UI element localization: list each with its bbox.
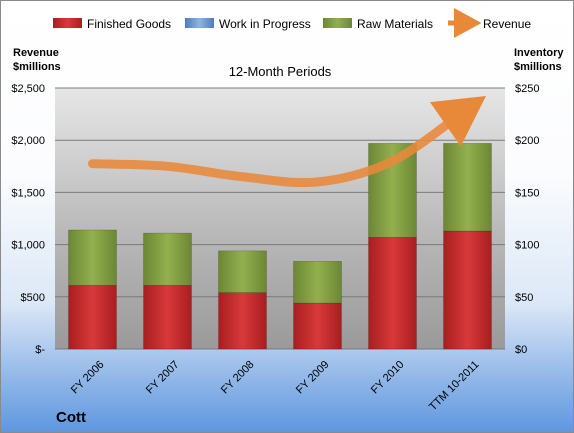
- left-tick-label: $1,500: [11, 187, 45, 199]
- right-tick-label: $50: [515, 292, 533, 304]
- right-tick-label: $150: [515, 187, 539, 199]
- bar-raw-materials: [143, 232, 192, 286]
- right-tick-label: $200: [515, 135, 539, 147]
- x-tick-label: FY 2006: [69, 359, 107, 397]
- x-tick-label: FY 2009: [294, 359, 332, 397]
- x-tick-label: FY 2008: [219, 359, 257, 397]
- x-tick-label: FY 2010: [369, 359, 407, 397]
- left-tick-label: $2,500: [11, 83, 45, 95]
- right-axis-title-line2: $millions: [514, 61, 562, 73]
- bar-finished-goods: [68, 285, 117, 350]
- x-axis-ticks: FY 2006 FY 2007 FY 2008 FY 2009 FY 2010 TTM 1…: [69, 359, 482, 414]
- left-axis-title-line2: $millions: [13, 61, 61, 73]
- right-tick-label: $0: [515, 344, 527, 356]
- company-name: Cott: [56, 409, 86, 426]
- x-tick-label: TTM 10-2011: [427, 359, 482, 414]
- bar-finished-goods: [443, 230, 492, 350]
- bar-finished-goods: [218, 292, 267, 350]
- bar-raw-materials: [218, 250, 267, 293]
- right-tick-label: $250: [515, 83, 539, 95]
- left-tick-label: $500: [21, 292, 45, 304]
- right-tick-label: $100: [515, 240, 539, 252]
- legend-swatch-work-in-progress: [185, 18, 214, 28]
- left-tick-label: $1,000: [11, 240, 45, 252]
- left-tick-label: $-: [35, 344, 45, 356]
- bar-finished-goods: [293, 302, 342, 350]
- bar-raw-materials: [443, 143, 492, 232]
- bar-raw-materials: [68, 229, 117, 286]
- left-axis-ticks: $- $500 $1,000 $1,500 $2,000 $2,500: [11, 83, 45, 356]
- bar-raw-materials: [293, 261, 342, 304]
- bars: [68, 143, 492, 350]
- legend-swatch-raw-materials: [323, 18, 352, 28]
- chart-title: 12-Month Periods: [229, 64, 332, 79]
- x-tick-label: FY 2007: [144, 359, 182, 397]
- legend-swatch-finished-goods: [53, 18, 82, 28]
- legend-label-revenue: Revenue: [483, 17, 531, 31]
- legend-label-raw-materials: Raw Materials: [357, 17, 433, 31]
- legend: Finished Goods Work in Progress Raw Mate…: [53, 8, 531, 38]
- left-axis-title-line1: Revenue: [13, 47, 59, 59]
- legend-label-finished-goods: Finished Goods: [87, 17, 171, 31]
- bar-finished-goods: [368, 236, 417, 350]
- bar-finished-goods: [143, 285, 192, 350]
- legend-label-work-in-progress: Work in Progress: [219, 17, 311, 31]
- revenue-line: [88, 96, 486, 188]
- right-axis-ticks: $0 $50 $100 $150 $200 $250: [515, 83, 539, 356]
- left-tick-label: $2,000: [11, 135, 45, 147]
- right-axis-title-line1: Inventory: [514, 47, 564, 59]
- revenue-series: [88, 96, 486, 188]
